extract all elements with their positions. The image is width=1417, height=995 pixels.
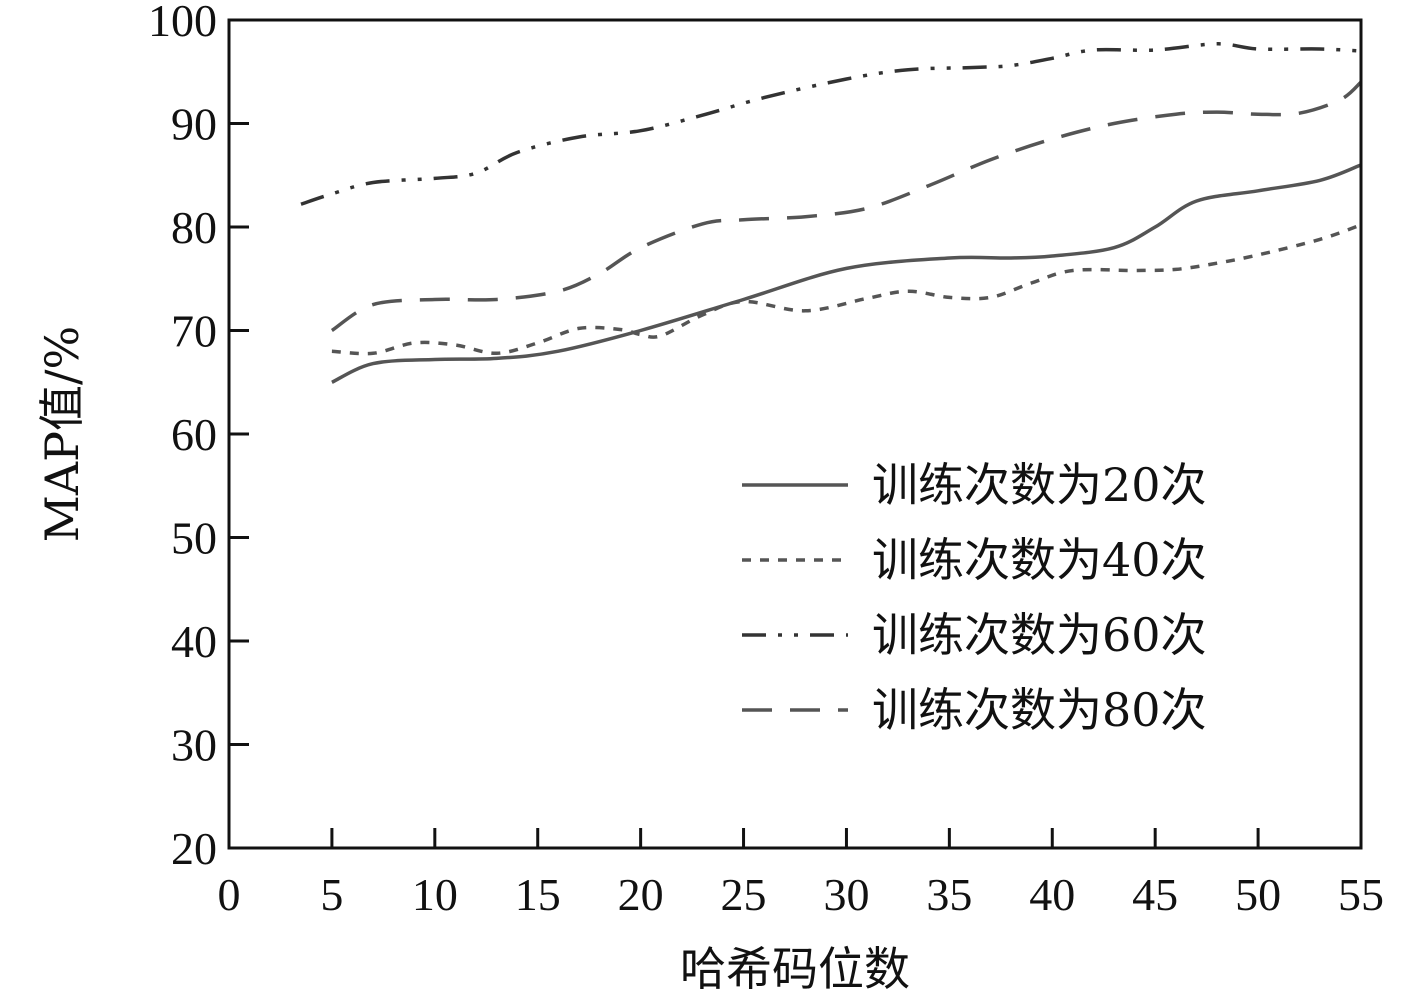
x-tick-label: 20	[618, 869, 664, 920]
tick-labels: 0 5 10 15 20 25 30 35 40 45 50 55 20 30 40 50 60 70 80 90 10…	[148, 0, 1384, 920]
x-tick-label: 10	[412, 869, 458, 920]
y-tick-label: 100	[148, 0, 217, 46]
x-tick-label: 25	[721, 869, 767, 920]
y-axis-title: MAP值/%	[35, 326, 89, 542]
y-tick-label: 90	[171, 99, 217, 150]
y-tick-label: 60	[171, 409, 217, 460]
series-line-4	[330, 80, 1363, 332]
x-tick-label: 50	[1235, 869, 1281, 920]
axis-ticks	[227, 18, 1363, 850]
legend-label-1: 训练次数为20次	[872, 458, 1207, 512]
series-line-3	[300, 42, 1362, 206]
x-tick-label: 15	[515, 869, 561, 920]
x-tick-label: 55	[1338, 869, 1384, 920]
y-tick-label: 50	[171, 513, 217, 564]
y-tick-label: 70	[171, 306, 217, 357]
x-tick-label: 5	[320, 869, 343, 920]
x-tick-label: 0	[218, 869, 241, 920]
x-tick-label: 40	[1029, 869, 1075, 920]
y-tick-label: 20	[171, 823, 217, 874]
series-lines	[300, 42, 1363, 384]
y-tick-label: 30	[171, 720, 217, 771]
legend-label-4: 训练次数为80次	[872, 683, 1207, 737]
legend-label-2: 训练次数为40次	[872, 533, 1207, 587]
x-axis-title: 哈希码位数	[680, 942, 910, 995]
y-tick-label: 80	[171, 202, 217, 253]
x-tick-label: 35	[926, 869, 972, 920]
legend-label-3: 训练次数为60次	[872, 608, 1207, 662]
x-tick-label: 30	[823, 869, 869, 920]
series-line-1	[331, 163, 1362, 384]
series-line-2	[331, 223, 1362, 356]
x-tick-label: 45	[1132, 869, 1178, 920]
y-tick-label: 40	[171, 616, 217, 667]
